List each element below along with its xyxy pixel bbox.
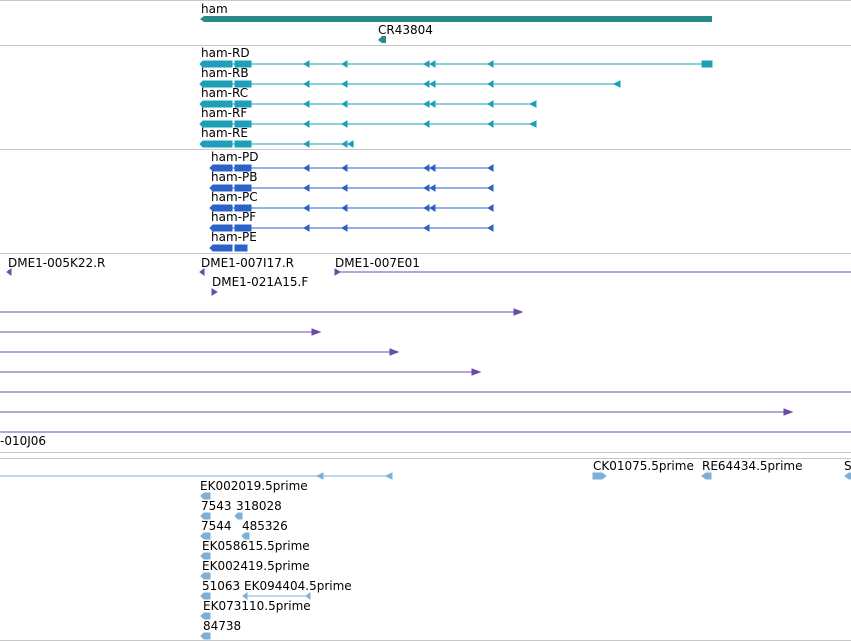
- transcript-label[interactable]: ham-RF: [201, 106, 248, 120]
- track-divider: [0, 458, 851, 459]
- est-label[interactable]: EK073110.5prime: [203, 599, 311, 613]
- est-feature[interactable]: [200, 572, 211, 580]
- protein-feature-ham-pd[interactable]: [209, 164, 494, 172]
- est-feature[interactable]: [241, 532, 250, 540]
- est-feature[interactable]: [200, 532, 211, 540]
- transcript-label[interactable]: ham-RC: [201, 86, 249, 100]
- gene-label-ham[interactable]: ham: [201, 2, 228, 16]
- clone-label[interactable]: DME1-007I17.R: [201, 256, 295, 270]
- clone-feature[interactable]: [334, 268, 851, 276]
- est-feature[interactable]: [0, 472, 393, 480]
- protein-feature-ham-pc[interactable]: [209, 204, 494, 212]
- est-label[interactable]: EK094404.5prime: [244, 579, 352, 593]
- est-feature[interactable]: [592, 472, 607, 480]
- est-feature[interactable]: [200, 492, 211, 500]
- est-feature[interactable]: [200, 592, 211, 600]
- clone-feature[interactable]: [211, 288, 218, 296]
- track-divider: [0, 149, 851, 150]
- protein-label[interactable]: ham-PF: [211, 210, 257, 224]
- transcript-label[interactable]: ham-RE: [201, 126, 248, 140]
- est-feature[interactable]: [200, 552, 211, 560]
- clone-label[interactable]: DME1-021A15.F: [212, 275, 309, 289]
- transcript-track-glyphs: [199, 60, 713, 148]
- clone-label[interactable]: DME1-007E01: [335, 256, 420, 270]
- est-feature[interactable]: [701, 472, 712, 480]
- protein-label[interactable]: ham-PC: [211, 190, 258, 204]
- clone-feature[interactable]: [0, 308, 524, 316]
- protein-label[interactable]: ham-PB: [211, 170, 258, 184]
- transcript-feature-ham-rb[interactable]: [199, 80, 621, 88]
- est-label[interactable]: 7543: [201, 499, 232, 513]
- transcript-feature-ham-re[interactable]: [199, 140, 354, 148]
- gene-feature-cr43804[interactable]: [378, 36, 386, 43]
- est-label[interactable]: EK058615.5prime: [202, 539, 310, 553]
- gene-label-cr43804[interactable]: CR43804: [378, 23, 433, 37]
- est-label[interactable]: 51063: [202, 579, 241, 593]
- track-divider: [0, 0, 851, 1]
- est-label[interactable]: 7544: [201, 519, 232, 533]
- est-label[interactable]: S: [844, 459, 851, 473]
- est-feature[interactable]: [844, 472, 851, 480]
- clone-label[interactable]: -010J06: [0, 434, 47, 448]
- est-label[interactable]: 485326: [242, 519, 288, 533]
- est-label[interactable]: 318028: [236, 499, 282, 513]
- clone-label[interactable]: DME1-005K22.R: [8, 256, 106, 270]
- protein-label[interactable]: ham-PE: [211, 230, 257, 244]
- clone-feature[interactable]: [0, 408, 794, 416]
- protein-feature-ham-pb[interactable]: [209, 184, 494, 192]
- clone-track-glyphs: [0, 268, 851, 433]
- est-label[interactable]: RE64434.5prime: [702, 459, 803, 473]
- est-label[interactable]: EK002019.5prime: [200, 479, 308, 493]
- protein-feature-ham-pe[interactable]: [209, 244, 248, 252]
- est-feature[interactable]: [242, 592, 311, 600]
- est-label[interactable]: 84738: [203, 619, 242, 633]
- transcript-feature-ham-rc[interactable]: [199, 100, 537, 108]
- est-feature[interactable]: [200, 612, 211, 620]
- transcript-feature-ham-rf[interactable]: [199, 120, 537, 128]
- gene-track-glyphs: [200, 16, 712, 43]
- transcript-label[interactable]: ham-RB: [201, 66, 249, 80]
- clone-feature[interactable]: [0, 368, 482, 376]
- transcript-feature-ham-rd[interactable]: [199, 60, 713, 68]
- clone-feature[interactable]: [6, 268, 12, 276]
- clone-feature[interactable]: [0, 348, 400, 356]
- track-divider: [0, 45, 851, 46]
- protein-track-glyphs: [209, 164, 494, 252]
- est-label[interactable]: CK01075.5prime: [593, 459, 694, 473]
- protein-label[interactable]: ham-PD: [211, 150, 259, 164]
- est-label[interactable]: EK002419.5prime: [202, 559, 310, 573]
- est-feature[interactable]: [200, 512, 211, 520]
- clone-feature[interactable]: [199, 268, 205, 276]
- protein-feature-ham-pf[interactable]: [209, 224, 494, 232]
- est-feature[interactable]: [200, 632, 211, 640]
- track-divider: [0, 452, 851, 453]
- gene-feature-ham[interactable]: [200, 16, 712, 22]
- transcript-label[interactable]: ham-RD: [201, 46, 250, 60]
- clone-feature[interactable]: [0, 328, 322, 336]
- track-divider: [0, 253, 851, 254]
- est-feature[interactable]: [234, 512, 243, 520]
